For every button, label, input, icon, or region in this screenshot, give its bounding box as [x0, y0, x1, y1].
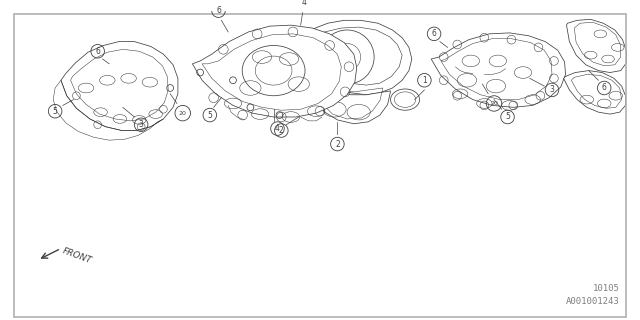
PathPatch shape: [193, 25, 356, 117]
PathPatch shape: [286, 20, 412, 95]
PathPatch shape: [566, 20, 627, 73]
Text: 1: 1: [422, 76, 427, 85]
Text: 4: 4: [301, 0, 306, 7]
Text: 20: 20: [179, 111, 187, 116]
Text: 5: 5: [505, 113, 510, 122]
Text: 5: 5: [52, 107, 58, 116]
Text: 20: 20: [490, 101, 498, 106]
Text: 3: 3: [550, 85, 554, 94]
Text: 2: 2: [335, 140, 340, 148]
Text: 5: 5: [207, 111, 212, 120]
Text: 6: 6: [431, 29, 436, 38]
Text: 10105: 10105: [593, 284, 620, 293]
Text: 6: 6: [95, 47, 100, 56]
Text: 3: 3: [139, 120, 143, 129]
Text: A001001243: A001001243: [566, 298, 620, 307]
PathPatch shape: [305, 80, 390, 124]
Text: 6: 6: [216, 6, 221, 15]
PathPatch shape: [61, 42, 178, 131]
Text: FRONT: FRONT: [61, 247, 93, 266]
Text: 6: 6: [602, 84, 607, 92]
Text: 4: 4: [275, 124, 280, 133]
PathPatch shape: [431, 33, 566, 107]
PathPatch shape: [564, 71, 625, 114]
Text: 2: 2: [279, 126, 284, 135]
